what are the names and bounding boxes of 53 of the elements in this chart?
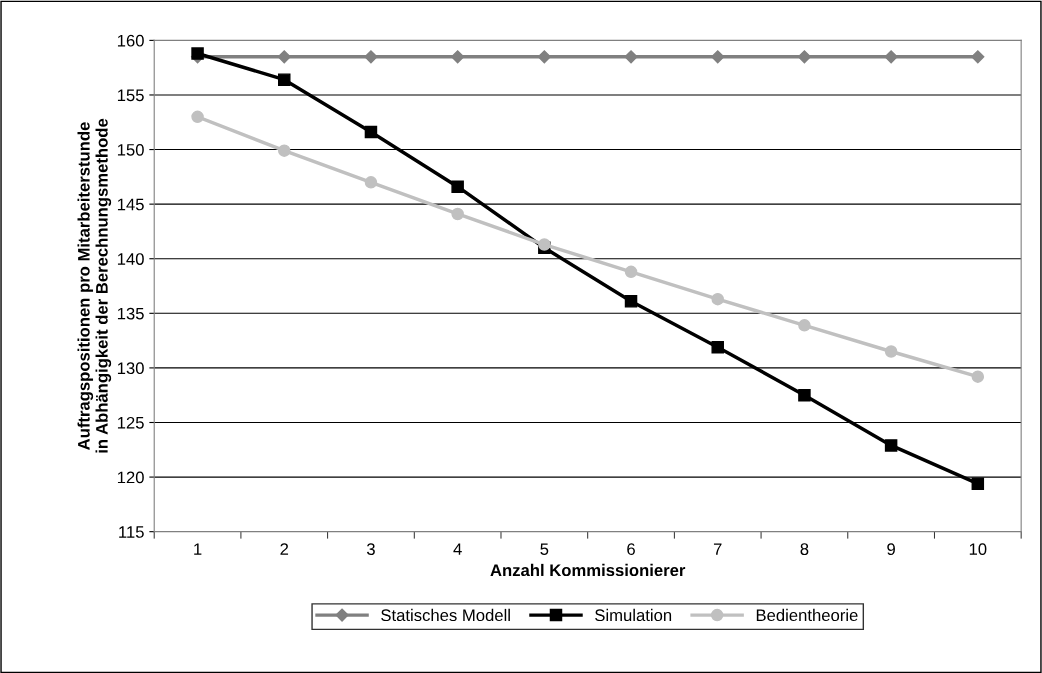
x-tick-label: 2 [280,543,289,555]
point [798,319,811,332]
x-tick-label: 6 [627,543,635,556]
y-tick-label: 140 [117,253,144,265]
point [278,144,291,157]
y-tick-label: 135 [117,307,144,320]
point [451,207,464,221]
point [798,388,811,402]
y-tick-label: 120 [117,471,144,484]
x-tick-label: 1 [194,543,202,555]
point [191,47,204,60]
y-tick-label: 160 [117,34,144,47]
point [364,50,378,64]
point [624,295,638,308]
point [278,73,291,86]
point [711,340,724,354]
y-tick-label: 125 [117,416,144,429]
x-tick-label: 3 [366,543,375,556]
x-tick-label: 4 [453,543,462,555]
point [797,50,812,64]
legend-label: Statisches Modell [381,608,510,622]
point [191,110,204,124]
point [364,125,378,139]
point [277,50,291,64]
point [971,370,985,383]
legend-label: Bedientheorie [756,608,858,622]
point [451,180,464,193]
legend-label: Simulation [595,608,672,622]
point [971,50,985,64]
point [451,50,465,64]
y-axis-title: Auftragspositionen pro Mitarbeiterstunde in Abhängigkeit der Berechnungsmethode [77,118,112,453]
point [624,50,638,64]
x-axis-title: Anzahl Kommissionierer [490,563,686,577]
point [624,265,638,279]
y-tick-label: 150 [117,143,144,156]
x-tick-label: 5 [540,543,549,556]
y-tick-label: 155 [117,89,144,102]
point [884,345,898,358]
y-tick-label: 115 [119,526,144,538]
point [884,50,898,64]
point [711,50,725,64]
point [711,292,724,306]
x-tick-label: 10 [969,543,987,556]
y-tick-label: 130 [117,362,144,375]
point [971,477,985,490]
x-tick-label: 9 [887,543,895,556]
point [537,50,551,64]
point [364,176,378,189]
x-tick-label: 7 [713,543,722,555]
y-tick-label: 145 [117,198,144,211]
point [884,439,898,452]
x-tick-label: 8 [800,543,809,556]
point [538,238,551,251]
